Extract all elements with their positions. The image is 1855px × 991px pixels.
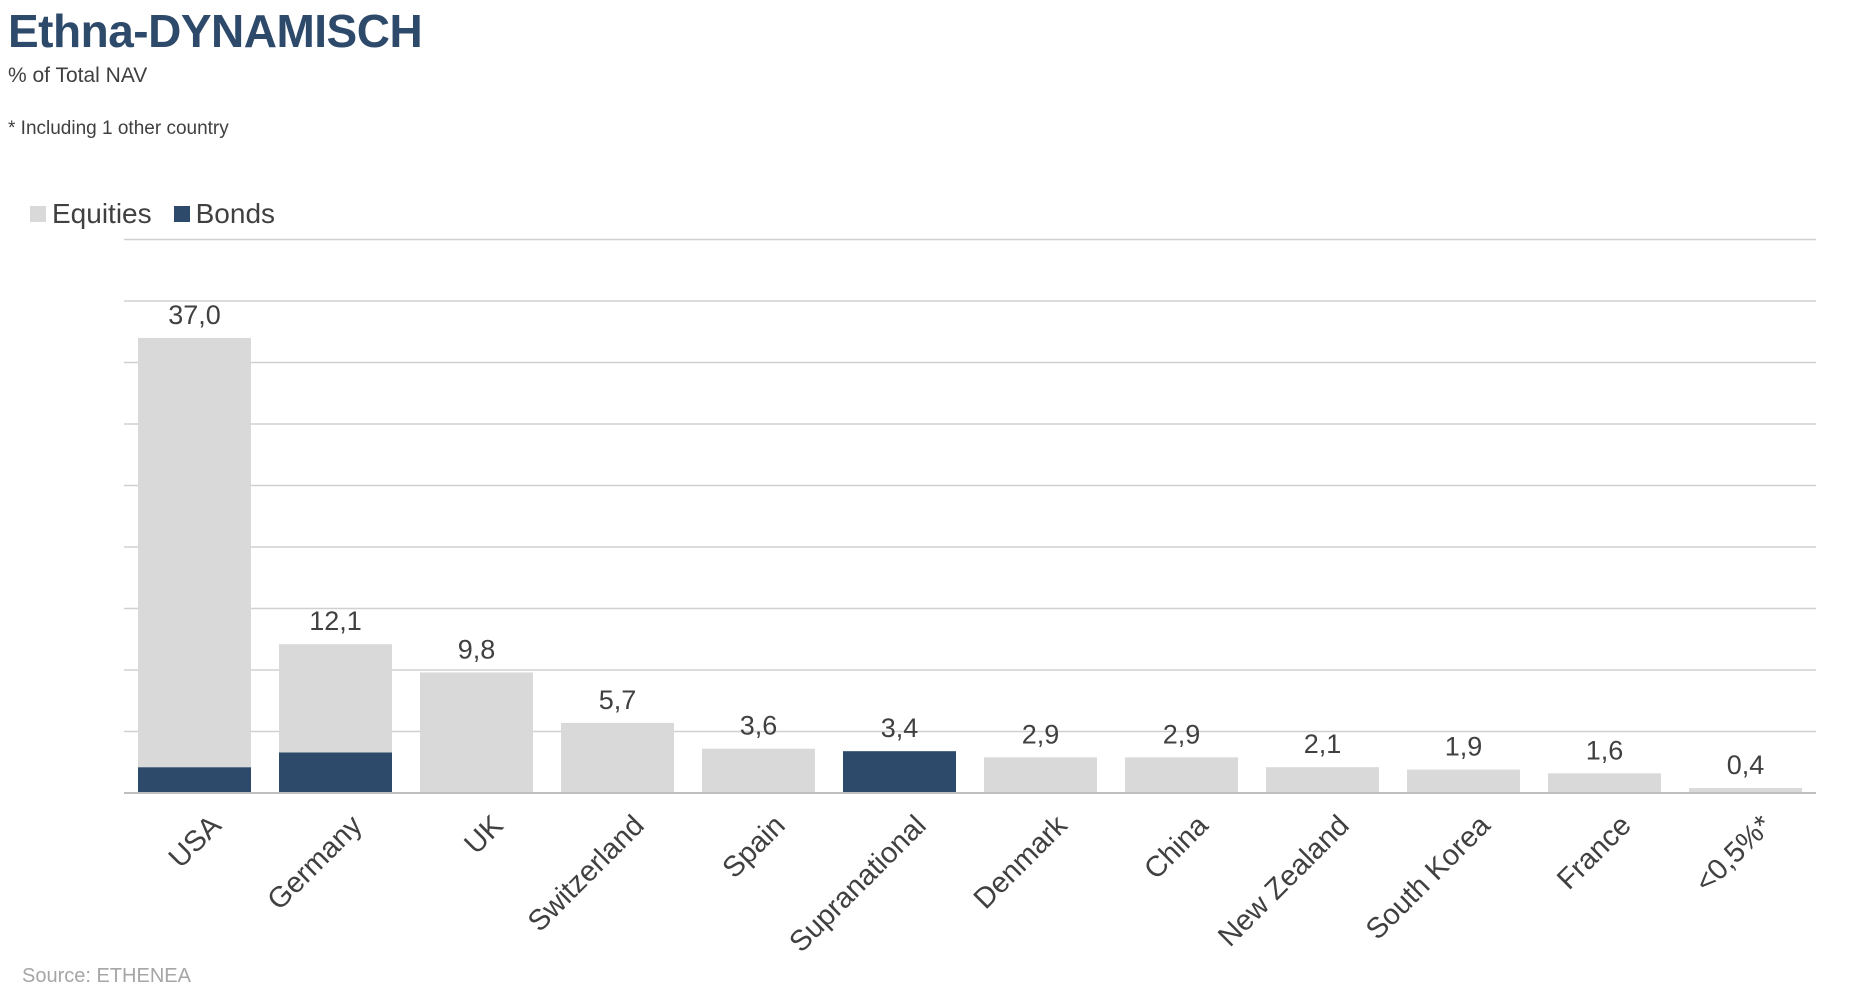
data-label: 3,6 [740, 711, 778, 741]
x-tick-label: UK [458, 809, 510, 861]
x-tick-label: France [1551, 809, 1637, 895]
legend-swatch-equities [30, 206, 46, 222]
bar-equities [984, 757, 1097, 793]
x-tick-label: Spain [717, 809, 792, 884]
data-label: 2,1 [1304, 729, 1342, 759]
bar-equities [420, 672, 533, 793]
bar-equities [1125, 757, 1238, 793]
bar-bonds [279, 752, 392, 793]
data-label: 12,1 [309, 606, 362, 636]
x-tick-label: Germany [262, 809, 369, 916]
bar-equities [1407, 769, 1520, 793]
bar-equities [702, 748, 815, 793]
source-note: Source: ETHENEA [22, 965, 191, 987]
legend-item-equities: Equities [30, 198, 152, 230]
data-label: 37,0 [168, 300, 221, 330]
footnote: * Including 1 other country [8, 118, 229, 139]
x-tick-label: New Zealand [1212, 809, 1355, 952]
legend-label-bonds: Bonds [195, 198, 276, 229]
x-tick-label: Denmark [968, 809, 1074, 915]
legend-label-equities: Equities [52, 198, 152, 229]
data-label: 2,9 [1022, 719, 1060, 749]
chart-subtitle: % of Total NAV [8, 64, 148, 87]
x-tick-label: Switzerland [522, 809, 651, 938]
bar-equities [138, 337, 251, 768]
data-label: 9,8 [458, 634, 496, 664]
bar-equities [561, 722, 674, 793]
x-tick-label: USA [163, 809, 228, 874]
x-tick-label: <0,5%* [1689, 809, 1778, 898]
legend-swatch-bonds [173, 206, 190, 222]
bar-equities [1266, 767, 1379, 793]
x-tick-label: China [1138, 809, 1215, 886]
bar-equities [1689, 788, 1802, 793]
data-label: 1,9 [1445, 732, 1483, 762]
x-tick-label: Supranational [783, 809, 932, 958]
data-label: 2,9 [1163, 719, 1201, 749]
chart-title: Ethna-DYNAMISCH [8, 5, 423, 57]
bar-equities [279, 644, 392, 753]
data-label: 0,4 [1727, 750, 1765, 780]
data-label: 1,6 [1586, 735, 1624, 765]
bar-bonds [138, 767, 251, 793]
data-label: 3,4 [881, 713, 919, 743]
data-label: 5,7 [599, 685, 637, 715]
legend: Equities Bonds [30, 198, 297, 230]
bar-equities [1548, 773, 1661, 793]
x-tick-label: South Korea [1360, 809, 1497, 946]
legend-item-bonds: Bonds [173, 198, 276, 230]
bar-bonds [843, 751, 956, 793]
